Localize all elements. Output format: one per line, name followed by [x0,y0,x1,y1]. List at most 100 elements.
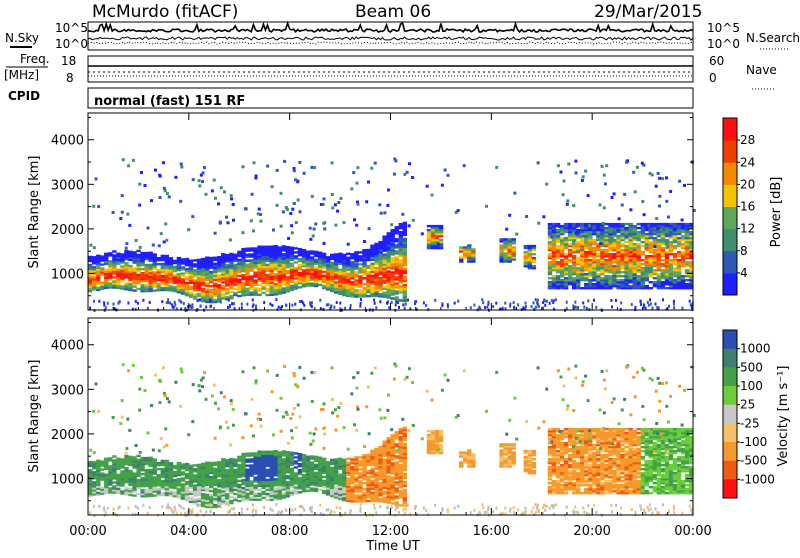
power-speckle [408,162,411,165]
power-cell [637,223,641,225]
power-cell [370,259,374,261]
power-speckle [166,192,169,195]
velocity-cell [378,446,382,448]
power-cell [673,253,677,255]
power-speckle [457,209,460,212]
power-speckle [180,166,183,169]
power-cell [350,281,354,283]
power-cell [508,242,512,244]
velocity-cell [104,482,108,484]
power-cell [189,292,193,294]
power-cell [532,265,536,267]
power-cell [346,283,350,285]
velocity-cell [370,500,374,502]
power-speckle [482,301,484,304]
power-cell [322,271,326,273]
power-cell [681,223,685,225]
power-cell [552,223,556,225]
velocity-cell [274,478,278,480]
velocity-cell [350,458,354,460]
velocity-cell [209,462,213,464]
power-speckle [333,306,335,309]
power-cell [358,275,362,277]
noise-right-lo: 10^0 [707,37,740,51]
power-speckle [667,216,670,219]
power-cell [604,259,608,261]
power-cell [181,278,185,280]
power-cell [233,288,237,290]
noise-left-hi: 10^5 [55,21,88,35]
power-cell [100,267,104,269]
power-cell [661,223,665,225]
power-cell [403,248,407,250]
nsearch-trace [88,37,693,40]
power-cell [556,253,560,255]
power-speckle [665,200,668,203]
power-cell [584,251,588,253]
power-cell [237,281,241,283]
power-cell [177,283,181,285]
velocity-cell [439,430,443,432]
power-cell [342,256,346,258]
power-speckle [665,176,668,179]
velocity-cell [161,480,165,482]
power-cell [685,223,689,225]
velocity-cell [286,451,290,453]
power-speckle [572,240,575,243]
power-speckle [386,302,388,305]
power-cell [213,257,217,259]
velocity-cell [294,486,298,488]
power-cell [334,281,338,283]
power-cell [181,272,185,274]
velocity-cell [346,488,350,490]
power-cell [661,253,665,255]
power-cell [641,267,645,269]
power-cell [241,274,245,276]
power-speckle [353,218,356,221]
velocity-cell [124,455,128,457]
power-speckle [119,217,122,220]
velocity-cell [136,493,140,495]
power-cell [92,266,96,268]
power-cell [399,223,403,225]
power-speckle [365,200,368,203]
power-speckle [220,300,222,303]
power-speckle [167,298,169,301]
velocity-cell [189,465,193,467]
velocity-cell [237,500,241,502]
power-speckle [604,182,607,185]
velocity-cell [181,471,185,473]
velocity-cell [322,486,326,488]
power-speckle [331,206,334,209]
power-cell [471,248,475,250]
velocity-cell [217,479,221,481]
velocity-cell [112,459,116,461]
velocity-cell [96,460,100,462]
power-speckle [137,302,139,305]
velocity-cell [229,496,233,498]
power-speckle [411,176,414,179]
velocity-cell [512,443,516,445]
power-speckle [210,305,212,308]
power-cell [354,251,358,253]
velocity-cell [253,484,257,486]
power-speckle [625,161,628,164]
power-cell [322,281,326,283]
power-speckle [276,204,279,207]
power-speckle [566,203,569,206]
power-speckle [375,306,377,309]
power-cell [564,277,568,279]
power-cell [205,295,209,297]
power-cell [399,259,403,261]
power-cell [604,249,608,251]
power-speckle [282,210,285,213]
power-cell [592,253,596,255]
power-speckle [423,301,425,304]
power-cell [641,241,645,243]
power-cell [560,237,564,239]
power-cell [378,241,382,243]
velocity-cell [387,437,391,439]
power-cell [395,278,399,280]
velocity-cell [499,443,503,445]
power-speckle [227,221,230,224]
